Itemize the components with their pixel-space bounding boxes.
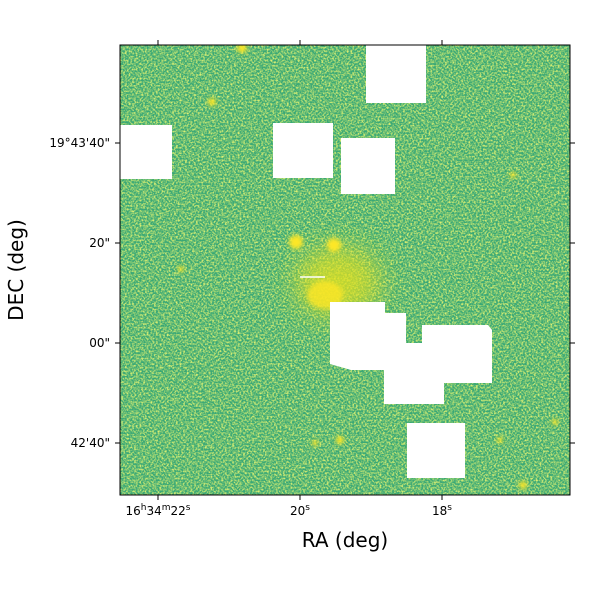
y-tick-label: 20" — [89, 236, 110, 250]
x-tick-label: 20s — [290, 503, 310, 518]
x-axis-label: RA (deg) — [302, 528, 388, 552]
y-tick-label: 19°43'40" — [49, 136, 110, 150]
plot-frame — [119, 44, 571, 496]
x-tick-label: 18s — [432, 503, 452, 518]
sky-image — [120, 45, 570, 495]
y-tick-label: 00" — [89, 336, 110, 350]
x-tick-label: 16h34m22s — [125, 503, 190, 518]
y-axis-label: DEC (deg) — [4, 219, 28, 321]
y-tick-label: 42'40" — [71, 436, 110, 450]
